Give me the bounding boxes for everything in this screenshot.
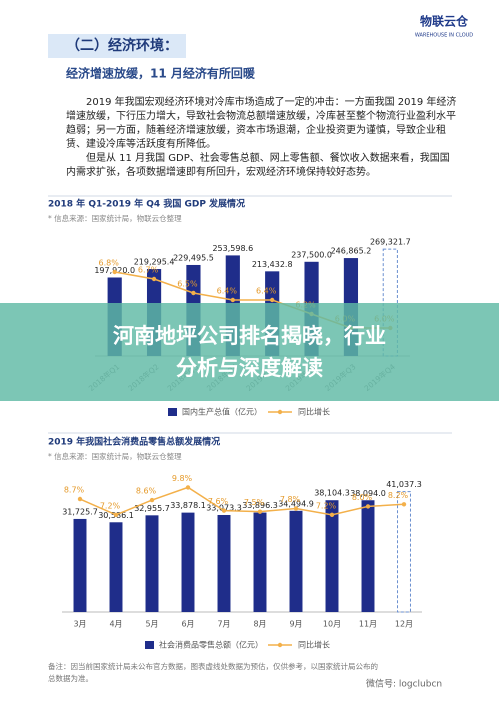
value-label: 237,500.0: [291, 250, 332, 259]
value-label: 246,865.2: [331, 247, 372, 256]
growth-point: [221, 508, 227, 513]
footer-note: 备注：因当前国家统计局未公布官方数据，图表虚线处数据为预估，仅供参考，以国家统计…: [48, 661, 378, 671]
bar: [253, 512, 267, 612]
value-label: 38,094.0: [350, 489, 386, 498]
growth-point: [113, 512, 119, 518]
value-label: 33,896.3: [242, 501, 278, 510]
growth-point: [77, 496, 83, 502]
chart-title: 2019 年我国社会消费品零售总额发展情况: [48, 436, 220, 448]
bar: [181, 512, 195, 612]
watermark: 微信号: logclubcn: [366, 678, 442, 690]
chart-source: * 信息来源：国家统计局，物联云仓整理: [48, 213, 182, 223]
paragraph: 2019 年我国宏观经济环境对冷库市场造成了一定的冲击：一方面我国 2019 年…: [66, 97, 457, 150]
logo-sub: WAREHOUSE IN CLOUD: [415, 33, 473, 39]
value-label: 219,295.4: [134, 258, 175, 267]
growth-label: 7.6%: [208, 497, 229, 506]
growth-label: 6.7%: [138, 266, 159, 275]
growth-label: 7.8%: [280, 495, 301, 504]
bar: [109, 522, 123, 612]
growth-label: 6.4%: [256, 287, 277, 296]
growth-point: [185, 485, 191, 490]
growth-line: [79, 486, 405, 516]
overlay-title: 河南地坪公司排名揭晓，行业: [113, 324, 386, 348]
growth-point: [269, 297, 275, 303]
growth-label: 6.5%: [177, 280, 198, 289]
growth-label: 8.6%: [136, 487, 157, 496]
value-label: 213,432.8: [252, 260, 293, 269]
x-tick-label: 9月: [289, 620, 302, 629]
footer-note: 总数据为准。: [48, 673, 93, 683]
growth-point: [151, 276, 157, 282]
growth-label: 8.7%: [64, 486, 85, 495]
x-tick-label: 11月: [359, 620, 377, 629]
subheading: 经济增速放缓，11 月经济有所回暖: [66, 66, 256, 81]
growth-label: 9.8%: [172, 474, 193, 483]
value-label: 41,037.3: [386, 480, 422, 489]
value-label: 229,495.5: [173, 253, 214, 262]
legend-label: 国内生产总值（亿元）: [182, 407, 262, 417]
bar: [361, 500, 375, 612]
legend-point: [277, 642, 283, 648]
growth-label: 6.8%: [99, 259, 120, 268]
value-label: 253,598.6: [212, 244, 253, 253]
growth-point: [401, 502, 407, 507]
legend-swatch: [145, 641, 154, 649]
x-tick-label: 3月: [73, 620, 86, 629]
legend-point: [277, 409, 283, 415]
legend-label: 同比增长: [298, 640, 330, 650]
x-tick-label: 4月: [109, 620, 122, 629]
forecast-bar: [397, 491, 411, 613]
growth-point: [365, 504, 371, 509]
bar: [73, 518, 87, 612]
value-label: 31,725.7: [62, 507, 98, 516]
value-label: 34,494.9: [278, 499, 314, 508]
growth-point: [257, 509, 263, 514]
growth-point: [149, 497, 155, 503]
bar: [145, 515, 159, 612]
growth-label: 8.0%: [352, 493, 373, 502]
growth-label: 7.2%: [316, 501, 337, 510]
overlay-banner: 河南地坪公司排名揭晓，行业 分析与深度解读: [0, 303, 499, 401]
value-label: 38,104.3: [314, 489, 350, 498]
growth-point: [230, 297, 236, 303]
value-label: 33,073.3: [206, 503, 242, 512]
growth-point: [293, 506, 299, 511]
legend-swatch: [168, 408, 177, 416]
overlay-title: 分析与深度解读: [176, 356, 323, 380]
growth-point: [191, 290, 196, 296]
bar: [289, 510, 303, 612]
x-tick-label: 7月: [217, 620, 230, 629]
x-tick-label: 6月: [181, 620, 194, 629]
value-label: 269,321.7: [370, 238, 411, 247]
bar: [217, 514, 231, 612]
x-tick-label: 10月: [323, 620, 341, 629]
forecast-bar: [382, 248, 398, 357]
logo: 物联云仓: [420, 14, 469, 29]
growth-label: 7.5%: [244, 498, 265, 507]
chart-title: 2018 年 Q1-2019 年 Q4 我国 GDP 发展情况: [48, 198, 245, 210]
value-label: 32,955.7: [134, 504, 170, 513]
growth-point: [112, 269, 117, 275]
x-tick-label: 12月: [395, 620, 413, 629]
growth-label: 6.4%: [217, 287, 238, 296]
x-tick-label: 8月: [253, 620, 266, 629]
section-title: （二）经济环境：: [66, 37, 178, 54]
legend-label: 社会消费品零售总额（亿元）: [159, 640, 263, 650]
growth-point: [329, 512, 335, 518]
paragraph: 但是从 11 月我国 GDP、社会零售总额、网上零售额、餐饮收入数据来看，我国国…: [66, 153, 450, 178]
x-tick-label: 5月: [145, 620, 158, 629]
growth-label: 8.2%: [388, 491, 409, 500]
bar: [325, 500, 339, 612]
legend-label: 同比增长: [298, 407, 330, 417]
chart-source: * 信息来源：国家统计局，物联云仓整理: [48, 451, 182, 461]
value-label: 33,878.1: [170, 501, 206, 510]
growth-label: 7.2%: [100, 501, 121, 510]
section-band: [48, 34, 186, 58]
